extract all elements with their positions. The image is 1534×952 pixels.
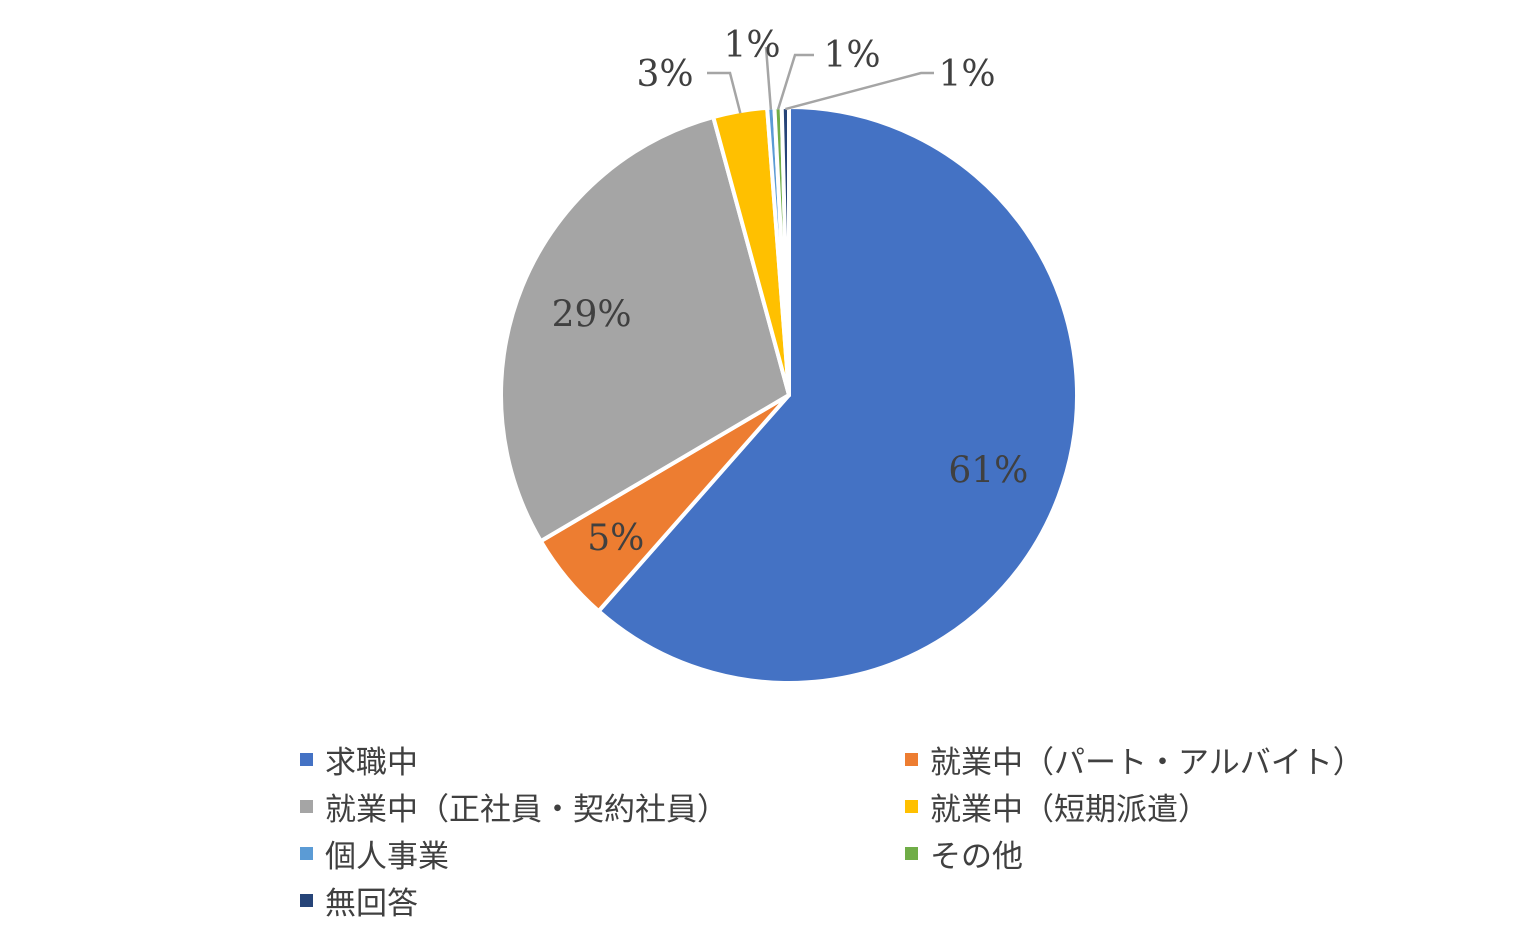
legend-item-seeking-work: 求職中 <box>300 738 905 781</box>
data-label-no-answer: 1% <box>938 54 995 95</box>
data-label-self-employed: 1% <box>723 25 780 66</box>
legend-swatch-employed-short-dispatch <box>905 799 918 813</box>
legend-item-employed-part-time: 就業中（パート・アルバイト） <box>905 738 1480 781</box>
leader-line-no-answer <box>785 71 934 111</box>
legend-label-employed-part-time: 就業中（パート・アルバイト） <box>930 744 1364 781</box>
leader-lines <box>707 46 934 114</box>
pie-slices <box>499 104 1079 685</box>
legend-item-no-answer: 無回答 <box>300 879 905 922</box>
legend-label-seeking-work: 求職中 <box>325 744 418 781</box>
data-labels: 61% 5% 29% 3% 1% 1% 1% <box>552 25 1029 559</box>
pie-chart: 61% 5% 29% 3% 1% 1% 1% <box>499 25 1079 685</box>
legend: 求職中 就業中（パート・アルバイト） 就業中（正社員・契約社員） 就業中（短期派遣） 個… <box>300 738 1480 922</box>
data-label-other: 1% <box>823 35 880 76</box>
data-label-employed-short-dispatch: 3% <box>636 54 693 95</box>
leader-line-employed-short-dispatch <box>707 71 742 114</box>
legend-item-employed-full-time: 就業中（正社員・契約社員） <box>300 785 905 828</box>
data-label-seeking-work: 61% <box>948 450 1028 491</box>
legend-label-employed-full-time: 就業中（正社員・契約社員） <box>325 791 728 828</box>
legend-item-other: その他 <box>905 832 1480 875</box>
data-label-employed-part-time: 5% <box>587 518 644 559</box>
data-label-employed-full-time: 29% <box>552 295 632 336</box>
pie-slice-seeking-work <box>596 105 1079 685</box>
legend-swatch-employed-part-time <box>905 752 918 766</box>
leader-line-other <box>776 53 814 110</box>
legend-swatch-seeking-work <box>300 752 313 766</box>
legend-swatch-self-employed <box>300 846 313 860</box>
pie-slice-employed-full-time <box>499 115 791 544</box>
legend-label-other: その他 <box>930 838 1023 875</box>
legend-item-employed-short-dispatch: 就業中（短期派遣） <box>905 785 1480 828</box>
legend-swatch-other <box>905 846 918 860</box>
legend-label-no-answer: 無回答 <box>325 885 418 922</box>
legend-swatch-no-answer <box>300 893 313 907</box>
legend-label-self-employed: 個人事業 <box>325 838 449 875</box>
legend-label-employed-short-dispatch: 就業中（短期派遣） <box>930 791 1209 828</box>
legend-item-self-employed: 個人事業 <box>300 832 905 875</box>
leader-line-self-employed <box>764 46 773 110</box>
legend-swatch-employed-full-time <box>300 799 313 813</box>
